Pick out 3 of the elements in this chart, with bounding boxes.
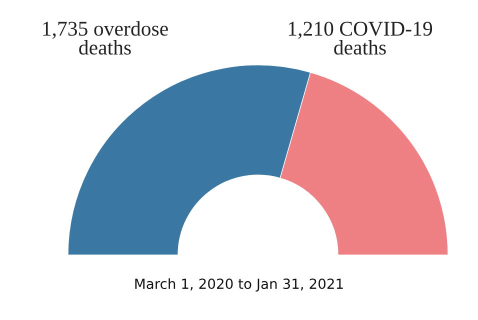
text: March 1, 2020 to Jan 31, 2021 bbox=[135, 278, 343, 292]
slice-label: 1,735 overdose deaths bbox=[43, 21, 168, 55]
slice-label: 1,210 COVID-19 deaths bbox=[288, 22, 432, 55]
